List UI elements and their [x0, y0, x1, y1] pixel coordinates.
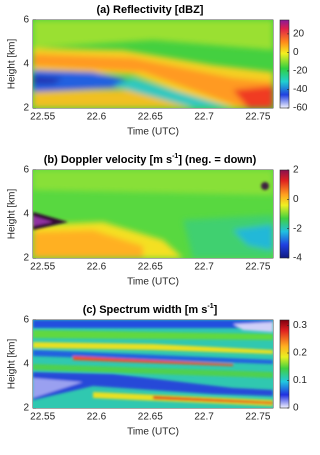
y-tick-label: 4 [23, 359, 29, 370]
colorbar-tick-label: -40 [293, 84, 308, 95]
x-tick-label: 22.75 [245, 112, 270, 123]
colorbar-tick-label: -2 [293, 223, 302, 234]
colorbar-tick-label: 0.3 [293, 320, 307, 331]
x-tick-label: 22.65 [138, 262, 163, 273]
colorbar [279, 169, 290, 259]
x-tick-label: 22.55 [30, 112, 55, 123]
colorbar-tick-label: 0 [293, 47, 299, 58]
x-axis-label: Time (UTC) [127, 427, 179, 438]
y-tick-label: 6 [23, 15, 29, 26]
x-axis-label: Time (UTC) [127, 277, 179, 288]
colorbar-tick-label: -60 [293, 103, 308, 114]
title-text: (b) Doppler velocity [m s [44, 154, 172, 166]
colorbar-tick-label: 0.2 [293, 348, 307, 359]
x-tick-label: 22.6 [87, 412, 107, 423]
x-axis-label: Time (UTC) [127, 127, 179, 138]
title-text-end: ] (neg. = down) [178, 154, 256, 166]
x-tick-label: 22.7 [194, 262, 214, 273]
colorbar-tick-label: 0.1 [293, 375, 307, 386]
panel-title: (c) Spectrum width [m s-1] [83, 303, 218, 316]
panel-title: (a) Reflectivity [dBZ] [97, 4, 204, 16]
colorbar-tick-label: 0 [293, 403, 299, 414]
title-text: (c) Spectrum width [m s [83, 304, 208, 316]
x-tick-label: 22.75 [245, 262, 270, 273]
y-tick-label: 2 [23, 253, 29, 264]
colorbar-tick-label: -4 [293, 253, 302, 264]
y-axis-label: Height [km] [7, 188, 18, 239]
panel: (a) Reflectivity [dBZ] 22.55 22.6 22.65 22.7… [7, 4, 308, 138]
x-tick-label: 22.65 [138, 412, 163, 423]
width-field [33, 320, 273, 408]
velocity-field [33, 170, 273, 258]
y-axis-label: Height [km] [7, 38, 18, 89]
x-tick-label: 22.6 [87, 112, 107, 123]
y-tick-label: 6 [23, 315, 29, 326]
x-tick-label: 22.55 [30, 412, 55, 423]
title-superscript: -1 [172, 153, 178, 160]
y-tick-label: 6 [23, 165, 29, 176]
colorbar-tick-label: -20 [293, 66, 308, 77]
x-tick-label: 22.7 [194, 412, 214, 423]
x-tick-label: 22.6 [87, 262, 107, 273]
colorbar [279, 19, 290, 109]
panel-title: (b) Doppler velocity [m s-1] (neg. = dow… [44, 153, 257, 166]
y-axis-label: Height [km] [7, 338, 18, 389]
y-tick-label: 2 [23, 103, 29, 114]
colorbar [279, 319, 290, 409]
colorbar-tick-label: 0 [293, 194, 299, 205]
title-superscript: -1 [207, 303, 213, 310]
colorbar-tick-label: 20 [293, 29, 305, 40]
title-text-end: ] [214, 304, 218, 316]
y-tick-label: 2 [23, 403, 29, 414]
x-tick-label: 22.7 [194, 112, 214, 123]
reflectivity-field [33, 20, 273, 108]
x-tick-label: 22.65 [138, 112, 163, 123]
title-text: (a) Reflectivity [dBZ] [97, 4, 204, 16]
x-tick-label: 22.55 [30, 262, 55, 273]
colorbar-tick-label: 2 [293, 165, 299, 176]
y-tick-label: 4 [23, 59, 29, 70]
x-tick-label: 22.75 [245, 412, 270, 423]
y-tick-label: 4 [23, 209, 29, 220]
